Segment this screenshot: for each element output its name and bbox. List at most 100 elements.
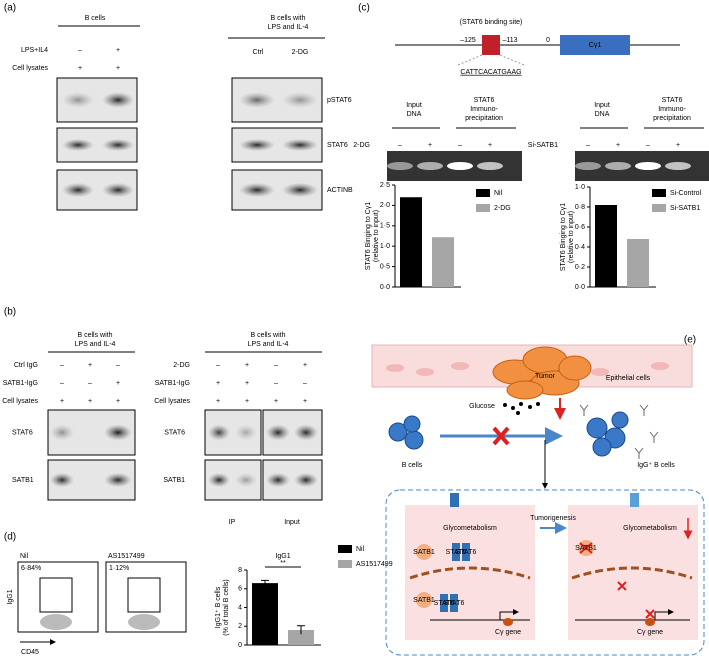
y-tick-label: 0·6 — [575, 224, 585, 231]
sign: – — [216, 362, 220, 369]
gene-box — [560, 35, 630, 55]
gel-header: precipitation — [465, 115, 503, 122]
y-tick-label: 4 — [238, 604, 242, 611]
bar — [288, 630, 314, 645]
group-header: B cells with — [77, 332, 112, 339]
panel-label: (a) — [4, 3, 16, 14]
gel-header: Immuno- — [470, 106, 498, 113]
row-label: Cell lysates — [2, 398, 38, 405]
protein-label: STAT6 — [444, 600, 465, 607]
sign: + — [78, 65, 82, 72]
gate-percent: 1·12% — [109, 565, 129, 572]
blot-band — [62, 92, 94, 108]
gel-header: Input — [594, 102, 610, 109]
y-axis-label: STAT6 Binging to Cγ1 — [560, 203, 567, 271]
zoom-lines — [457, 54, 525, 66]
bar — [400, 197, 422, 287]
sign: + — [616, 142, 620, 149]
gel-header: DNA — [407, 111, 422, 118]
sign: – — [78, 47, 82, 54]
blot-band — [239, 138, 275, 152]
error-bar — [261, 579, 269, 586]
gel-band — [447, 162, 473, 170]
y-tick-label: 2·0 — [380, 202, 390, 209]
blot-band — [50, 472, 74, 488]
row-label: Ctrl IgG — [14, 362, 38, 369]
legend-label: AS1517499 — [356, 561, 393, 568]
y-tick-label: 1·0 — [380, 243, 390, 250]
legend-swatch — [338, 545, 352, 553]
panel-label: (c) — [358, 3, 370, 14]
y-tick-label: 1·5 — [380, 223, 390, 230]
protein-label: SATB1 — [413, 549, 435, 556]
gate — [127, 577, 161, 613]
sequence: CATTCACATGAAG — [460, 69, 521, 76]
sign: – — [646, 142, 650, 149]
sign: – — [303, 380, 307, 387]
position: –125 — [460, 37, 476, 44]
plot-title: Nil — [20, 553, 29, 560]
row-label: Cell lysates — [154, 398, 190, 405]
legend-swatch — [652, 204, 666, 212]
sign: – — [60, 380, 64, 387]
position: 0 — [546, 37, 550, 44]
panel-label: (d) — [4, 532, 16, 543]
gel-band — [387, 162, 413, 170]
gel-header: Immuno- — [658, 106, 686, 113]
sign: + — [60, 398, 64, 405]
blot-band — [239, 182, 275, 198]
row-label: Cell lysates — [12, 65, 48, 72]
gel-header: Input — [406, 102, 422, 109]
y-tick-label: 0·0 — [575, 284, 585, 291]
blot-band — [282, 138, 318, 152]
flow-density — [128, 614, 160, 630]
process-label: Glycometabolism — [443, 525, 497, 532]
bar — [252, 583, 278, 645]
sign: + — [676, 142, 680, 149]
blot-band — [235, 424, 257, 441]
blot-band — [62, 182, 94, 198]
sign: + — [88, 398, 92, 405]
blot-band — [102, 138, 134, 152]
y-tick-label: 0·0 — [380, 284, 390, 291]
blot-band — [102, 92, 134, 108]
plot-title: AS1517499 — [108, 553, 145, 560]
x-axis-label: CD45 — [21, 649, 39, 656]
sign: – — [274, 380, 278, 387]
band-label: ACTINB — [327, 187, 353, 194]
blot-band — [104, 424, 132, 441]
panel-label: (b) — [4, 307, 16, 318]
binding-site — [482, 35, 500, 55]
treatment-label: Si-SATB1 — [528, 142, 558, 149]
legend-label: Si-Control — [670, 190, 702, 197]
sign: + — [245, 362, 249, 369]
y-tick-label: 8 — [238, 567, 242, 574]
significance: ** — [280, 560, 286, 567]
legend-label: Nil — [356, 546, 365, 553]
sign: + — [274, 398, 278, 405]
process-label: Tumorigenesis — [530, 515, 576, 522]
y-tick-label: 0·5 — [380, 263, 390, 270]
y-tick-label: 0·8 — [575, 204, 585, 211]
y-axis-label: (relative to input) — [373, 210, 380, 262]
metabolite-label: Glucose — [469, 403, 495, 410]
blot-band — [62, 138, 94, 152]
group-header: B cells with — [270, 15, 305, 22]
blot-band — [235, 472, 257, 488]
group-header: LPS and IL-4 — [268, 24, 309, 31]
sign: – — [458, 142, 462, 149]
sign: + — [88, 362, 92, 369]
band-label: SATB1 — [12, 477, 34, 484]
blot-band — [282, 182, 318, 198]
bar — [432, 237, 454, 287]
sign: – — [398, 142, 402, 149]
sign: – — [60, 362, 64, 369]
binding-site-label: (STAT6 binding site) — [460, 19, 523, 26]
blot-band — [282, 92, 318, 108]
process-label: Glycometabolism — [623, 525, 677, 532]
sign: – — [116, 362, 120, 369]
sign: – — [274, 362, 278, 369]
protein-label: STAT6 — [434, 600, 455, 607]
sign: + — [116, 47, 120, 54]
band-label: STAT6 — [327, 142, 348, 149]
